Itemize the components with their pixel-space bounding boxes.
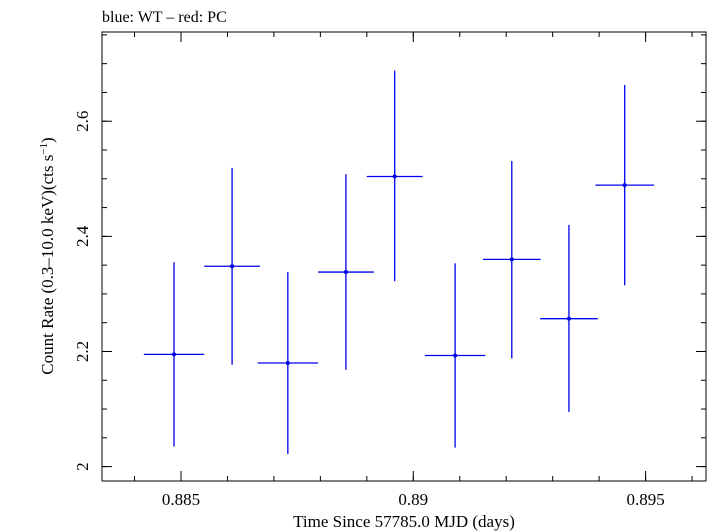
data-point xyxy=(482,160,541,359)
x-tick-label: 0.89 xyxy=(398,490,428,509)
x-tick-label: 0.895 xyxy=(626,490,664,509)
y-axis-label-sup: −1 xyxy=(38,143,50,155)
y-axis-label-main: Count Rate (0.3–10.0 keV)(cts s xyxy=(38,155,57,375)
data-point xyxy=(143,262,205,447)
point-marker xyxy=(172,352,177,357)
point-marker xyxy=(622,183,627,188)
x-tick-label: 0.885 xyxy=(162,490,200,509)
point-marker xyxy=(285,360,290,365)
data-point xyxy=(257,272,319,454)
plot-frame xyxy=(101,31,707,482)
point-marker xyxy=(343,270,348,275)
point-marker xyxy=(509,257,514,262)
chart-title: blue: WT – red: PC xyxy=(102,9,227,26)
data-point xyxy=(318,174,374,370)
point-marker xyxy=(230,264,235,269)
y-axis-label-end: ) xyxy=(38,137,57,143)
x-axis-label: Time Since 57785.0 MJD (days) xyxy=(293,512,515,531)
data-point xyxy=(424,263,486,448)
y-tick-label: 2.4 xyxy=(73,225,92,247)
point-marker xyxy=(392,174,397,179)
tick-labels: 0.885 0.89 0.895 2 2.2 2.4 2.6 xyxy=(73,111,665,509)
y-tick-label: 2.2 xyxy=(73,341,92,362)
data-point xyxy=(540,224,598,412)
point-marker xyxy=(566,316,571,321)
point-marker xyxy=(453,353,458,358)
data-point xyxy=(366,70,423,282)
axis-ticks xyxy=(102,32,706,481)
data-point xyxy=(204,167,260,365)
y-tick-label: 2 xyxy=(73,462,92,471)
data-points xyxy=(143,70,654,454)
y-axis-label: Count Rate (0.3–10.0 keV)(cts s−1) xyxy=(38,137,57,374)
data-point xyxy=(595,84,654,286)
y-tick-label: 2.6 xyxy=(73,111,92,132)
